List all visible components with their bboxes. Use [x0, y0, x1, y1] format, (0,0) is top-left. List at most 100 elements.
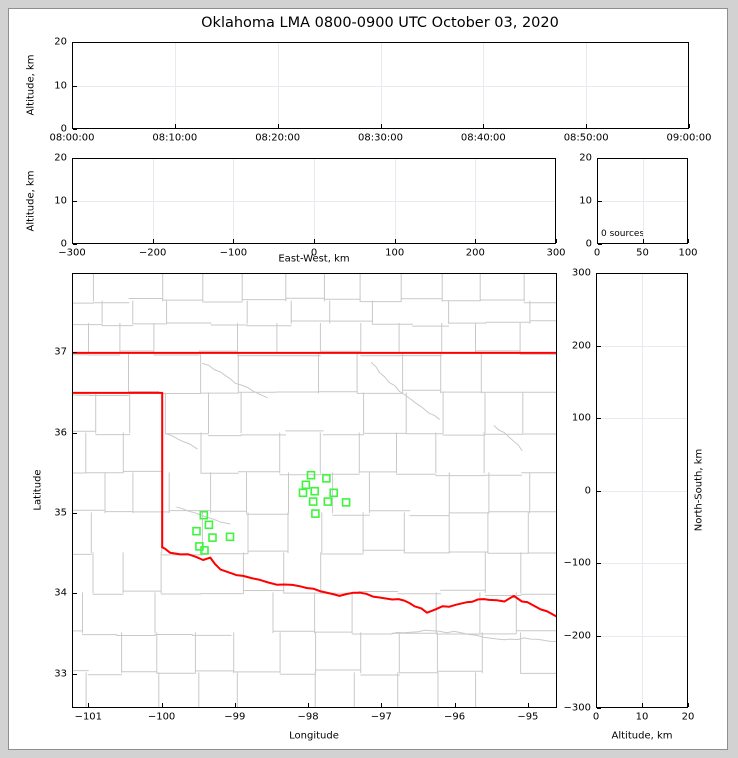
y-tick — [597, 708, 601, 709]
y-tick — [73, 512, 77, 514]
x-tick-label: −100 — [147, 711, 176, 723]
y-tick-label: 34 — [54, 587, 67, 599]
x-tick — [380, 124, 382, 128]
y-tick — [73, 432, 77, 434]
x-tick-label: −98 — [297, 711, 319, 723]
x-tick-label: 0 — [310, 247, 318, 259]
river-line — [201, 362, 268, 399]
x-tick-label: −97 — [370, 711, 392, 723]
x-tick — [234, 703, 236, 707]
y-tick — [73, 352, 77, 354]
y-tick — [597, 345, 601, 347]
y-tick-label: 200 — [571, 340, 591, 351]
lma-station-marker — [301, 480, 311, 490]
y-tick — [597, 418, 601, 419]
x-tick — [597, 239, 598, 243]
x-tick — [308, 703, 310, 707]
x-tick — [689, 124, 690, 128]
y-tick — [73, 85, 77, 87]
gridline — [73, 201, 555, 202]
lma-station-marker — [306, 470, 316, 480]
lma-station-marker — [308, 497, 318, 506]
y-tick — [73, 158, 77, 159]
y-tick-label: 0 — [60, 238, 67, 250]
gridline — [597, 418, 687, 419]
x-tick-label: −95 — [517, 711, 539, 723]
x-tick-label: 10 — [635, 711, 649, 723]
y-tick — [73, 593, 77, 595]
river-line — [176, 506, 231, 525]
x-tick-label: −99 — [224, 711, 246, 723]
y-tick — [73, 244, 77, 245]
y-tick-label: 35 — [54, 507, 67, 519]
x-tick-label: −96 — [444, 711, 466, 723]
x-tick-label: 100 — [678, 247, 698, 259]
gridline — [597, 490, 687, 492]
lma-station-marker — [199, 510, 209, 520]
y-tick-label: 0 — [585, 238, 592, 250]
x-tick-label: 100 — [385, 247, 405, 259]
x-tick — [381, 703, 383, 707]
gridline — [597, 635, 687, 637]
lma-station-marker — [192, 526, 201, 536]
lma-station-marker — [323, 497, 333, 506]
x-tick-label: 08:30:00 — [358, 132, 403, 144]
y-tick-label: 100 — [571, 412, 591, 424]
x-tick-label: 08:50:00 — [563, 132, 609, 144]
y-tick — [73, 42, 77, 43]
x-tick-label: 0 — [592, 711, 600, 723]
x-tick — [688, 239, 689, 243]
lma-station-marker — [204, 520, 214, 530]
x-tick — [642, 239, 644, 243]
x-tick — [152, 239, 154, 243]
x-tick — [527, 703, 529, 707]
x-tick — [277, 124, 279, 128]
ew-height-ylabel: Altitude, km — [25, 170, 37, 232]
x-tick — [556, 239, 557, 243]
river-line — [165, 433, 198, 450]
x-tick-label: 08:40:00 — [460, 132, 506, 144]
y-tick-label: −300 — [563, 702, 591, 714]
time-height-ylabel: Altitude, km — [25, 54, 37, 116]
x-tick — [586, 124, 588, 128]
ns-height-xlabel: Altitude, km — [611, 730, 673, 742]
gridline — [597, 345, 687, 347]
y-tick-label: 10 — [579, 195, 592, 207]
x-tick-label: 08:00:00 — [49, 132, 95, 144]
x-tick-label: −101 — [74, 711, 103, 723]
x-tick — [88, 703, 90, 707]
lma-station-marker — [208, 533, 217, 542]
y-tick-label: 300 — [571, 267, 591, 279]
x-tick — [642, 703, 643, 707]
x-tick — [161, 703, 163, 707]
x-tick-label: 08:20:00 — [255, 132, 301, 144]
figure-title: Oklahoma LMA 0800-0900 UTC October 03, 2… — [201, 15, 559, 31]
x-tick-label: 300 — [546, 247, 566, 259]
county-lines-group — [73, 274, 556, 707]
river-line — [371, 362, 440, 420]
x-tick-label: 0 — [593, 247, 601, 259]
y-tick-label: −100 — [563, 557, 591, 569]
y-tick — [73, 673, 77, 675]
y-tick-label: 10 — [54, 195, 67, 207]
y-tick-label: 36 — [54, 427, 67, 439]
x-tick-label: 20 — [681, 711, 695, 723]
gridline — [598, 201, 687, 202]
y-tick-label: 37 — [54, 346, 67, 358]
plan-view-map — [73, 274, 556, 707]
y-tick-label: 20 — [54, 36, 67, 48]
y-tick-label: −200 — [563, 630, 591, 641]
x-tick — [394, 239, 396, 243]
x-tick — [688, 703, 689, 707]
plan-view-map-panel — [72, 273, 557, 708]
lma-station-marker — [329, 488, 339, 498]
lma-station-marker — [225, 532, 235, 542]
x-tick-label: 09:00:00 — [666, 132, 712, 144]
y-tick — [73, 129, 77, 130]
x-tick-label: −200 — [138, 247, 167, 259]
x-tick — [233, 239, 235, 243]
x-tick-label: 200 — [465, 247, 485, 259]
x-tick — [72, 124, 73, 128]
lma-station-marker — [311, 509, 320, 518]
x-tick — [314, 239, 315, 243]
